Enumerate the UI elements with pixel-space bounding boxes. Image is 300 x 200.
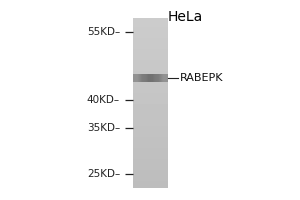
Text: 55KD–: 55KD– (87, 27, 120, 37)
Text: 40KD–: 40KD– (87, 95, 120, 105)
Bar (133, 18, 168, 188)
Text: 35KD–: 35KD– (87, 123, 120, 133)
Text: 25KD–: 25KD– (87, 169, 120, 179)
Text: RABEPK: RABEPK (180, 73, 224, 83)
Text: HeLa: HeLa (167, 10, 202, 24)
